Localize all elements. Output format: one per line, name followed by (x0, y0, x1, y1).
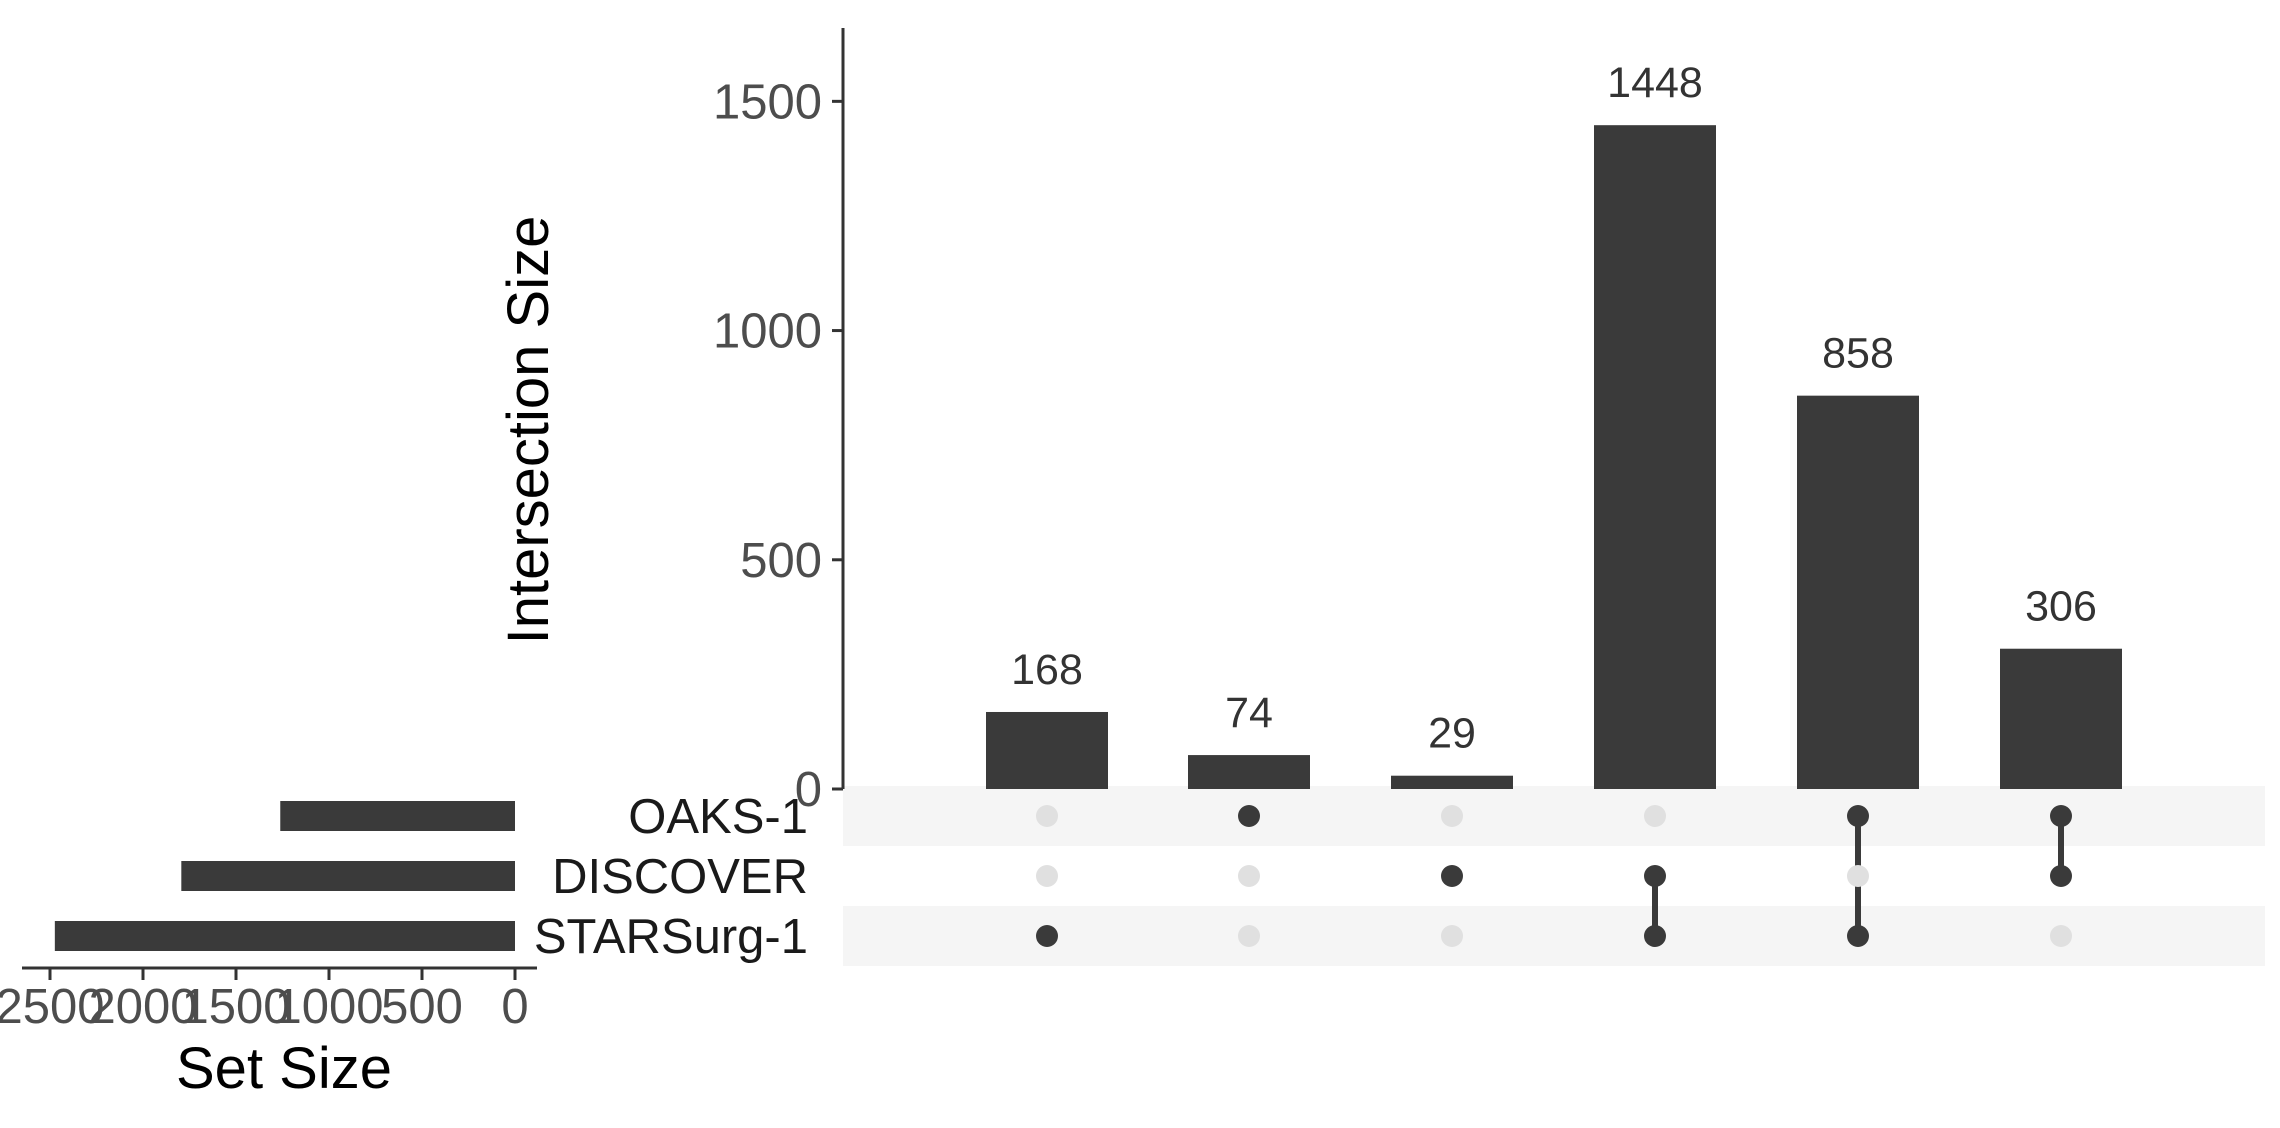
matrix-dot-active (1644, 865, 1666, 887)
matrix-dot-active (1847, 925, 1869, 947)
set-size-bar (54, 921, 515, 951)
intersection-bar-value: 168 (1011, 646, 1083, 694)
matrix-dot-inactive (1238, 925, 1260, 947)
intersection-bar-panel: 0 500 1000 1500 Intersection Size 168 74 29 14… (496, 28, 2122, 817)
matrix-dot-inactive (1441, 805, 1463, 827)
matrix-dot-active (1847, 805, 1869, 827)
matrix-dot-inactive (1441, 925, 1463, 947)
set-size-bar (181, 861, 516, 891)
y-tick-label: 1000 (713, 305, 822, 359)
intersection-bar (1797, 395, 1919, 789)
intersection-bar-value: 74 (1225, 689, 1273, 737)
matrix-dot-active (1644, 925, 1666, 947)
set-label: DISCOVER (552, 850, 808, 904)
intersection-bar-value: 29 (1428, 710, 1476, 758)
matrix-dot-inactive (1847, 865, 1869, 887)
matrix-dot-active (1441, 865, 1463, 887)
matrix-stripes (843, 786, 2265, 966)
y-tick-label: 0 (795, 763, 822, 817)
intersection-bars (986, 125, 2122, 790)
matrix-dot-active (1036, 925, 1058, 947)
intersection-bar-value: 858 (1822, 330, 1894, 378)
x-tick-label: 500 (381, 980, 463, 1034)
x-tick-label: 2000 (88, 980, 197, 1034)
matrix-dot-inactive (2050, 925, 2072, 947)
matrix-dot-inactive (1644, 805, 1666, 827)
intersection-bar-value: 306 (2025, 583, 2097, 631)
matrix-dot-active (2050, 865, 2072, 887)
intersection-bar (2000, 648, 2122, 789)
x-tick-label: 1500 (181, 980, 290, 1034)
intersection-bar (1391, 775, 1513, 789)
intersection-bar-value: 1448 (1607, 59, 1703, 107)
y-tick-label: 1500 (713, 75, 822, 129)
x-tick-label: 0 (501, 980, 528, 1034)
intersection-bar (1594, 125, 1716, 790)
matrix-dot-inactive (1036, 805, 1058, 827)
intersection-matrix (1036, 805, 2072, 947)
y-tick-label: 500 (740, 534, 822, 588)
matrix-dot-active (1238, 805, 1260, 827)
matrix-dot-inactive (1238, 865, 1260, 887)
x-tick-label: 2500 (0, 980, 105, 1034)
intersection-axis-title: Intersection Size (496, 216, 561, 645)
matrix-row-stripe (843, 906, 2265, 966)
matrix-row-stripe (843, 786, 2265, 846)
intersection-y-ticks: 0 500 1000 1500 (713, 75, 843, 817)
set-size-bars (54, 801, 516, 951)
matrix-dot-inactive (1036, 865, 1058, 887)
matrix-dot-active (2050, 805, 2072, 827)
intersection-bar (1188, 755, 1310, 789)
x-tick-label: 1000 (274, 980, 383, 1034)
set-size-axis-title: Set Size (176, 1036, 392, 1101)
set-label: OAKS-1 (628, 790, 808, 844)
set-label: STARSurg-1 (534, 910, 808, 964)
intersection-bar (986, 711, 1108, 789)
set-size-bar (280, 801, 515, 831)
set-labels: OAKS-1 DISCOVER STARSurg-1 (534, 790, 808, 964)
intersection-bar-labels: 168 74 29 1448 858 306 (1011, 59, 2097, 758)
